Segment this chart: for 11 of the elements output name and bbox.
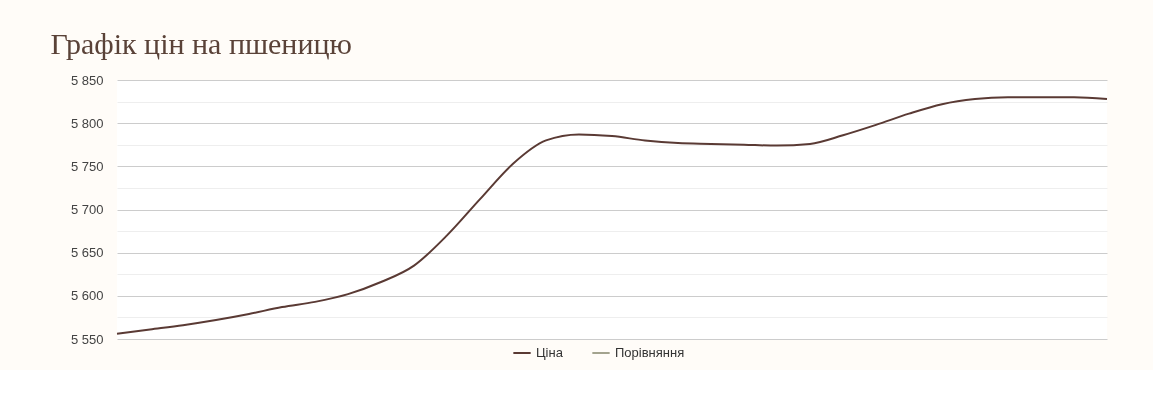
y-tick-label: 5 800	[70, 115, 104, 131]
y-tick-label: 5 750	[70, 158, 104, 174]
chart-title: Графік цін на пшеницю	[50, 27, 352, 60]
y-tick-label: 5 650	[70, 245, 104, 261]
y-tick-label: 5 600	[70, 288, 104, 304]
line-series	[116, 96, 1108, 335]
legend-label: Ціна	[536, 345, 564, 360]
y-tick-label: 5 700	[70, 202, 104, 217]
y-tick-label: 5 850	[70, 72, 104, 88]
legend-label: Порівняння	[615, 345, 685, 360]
y-tick-label: 5 550	[70, 331, 104, 347]
